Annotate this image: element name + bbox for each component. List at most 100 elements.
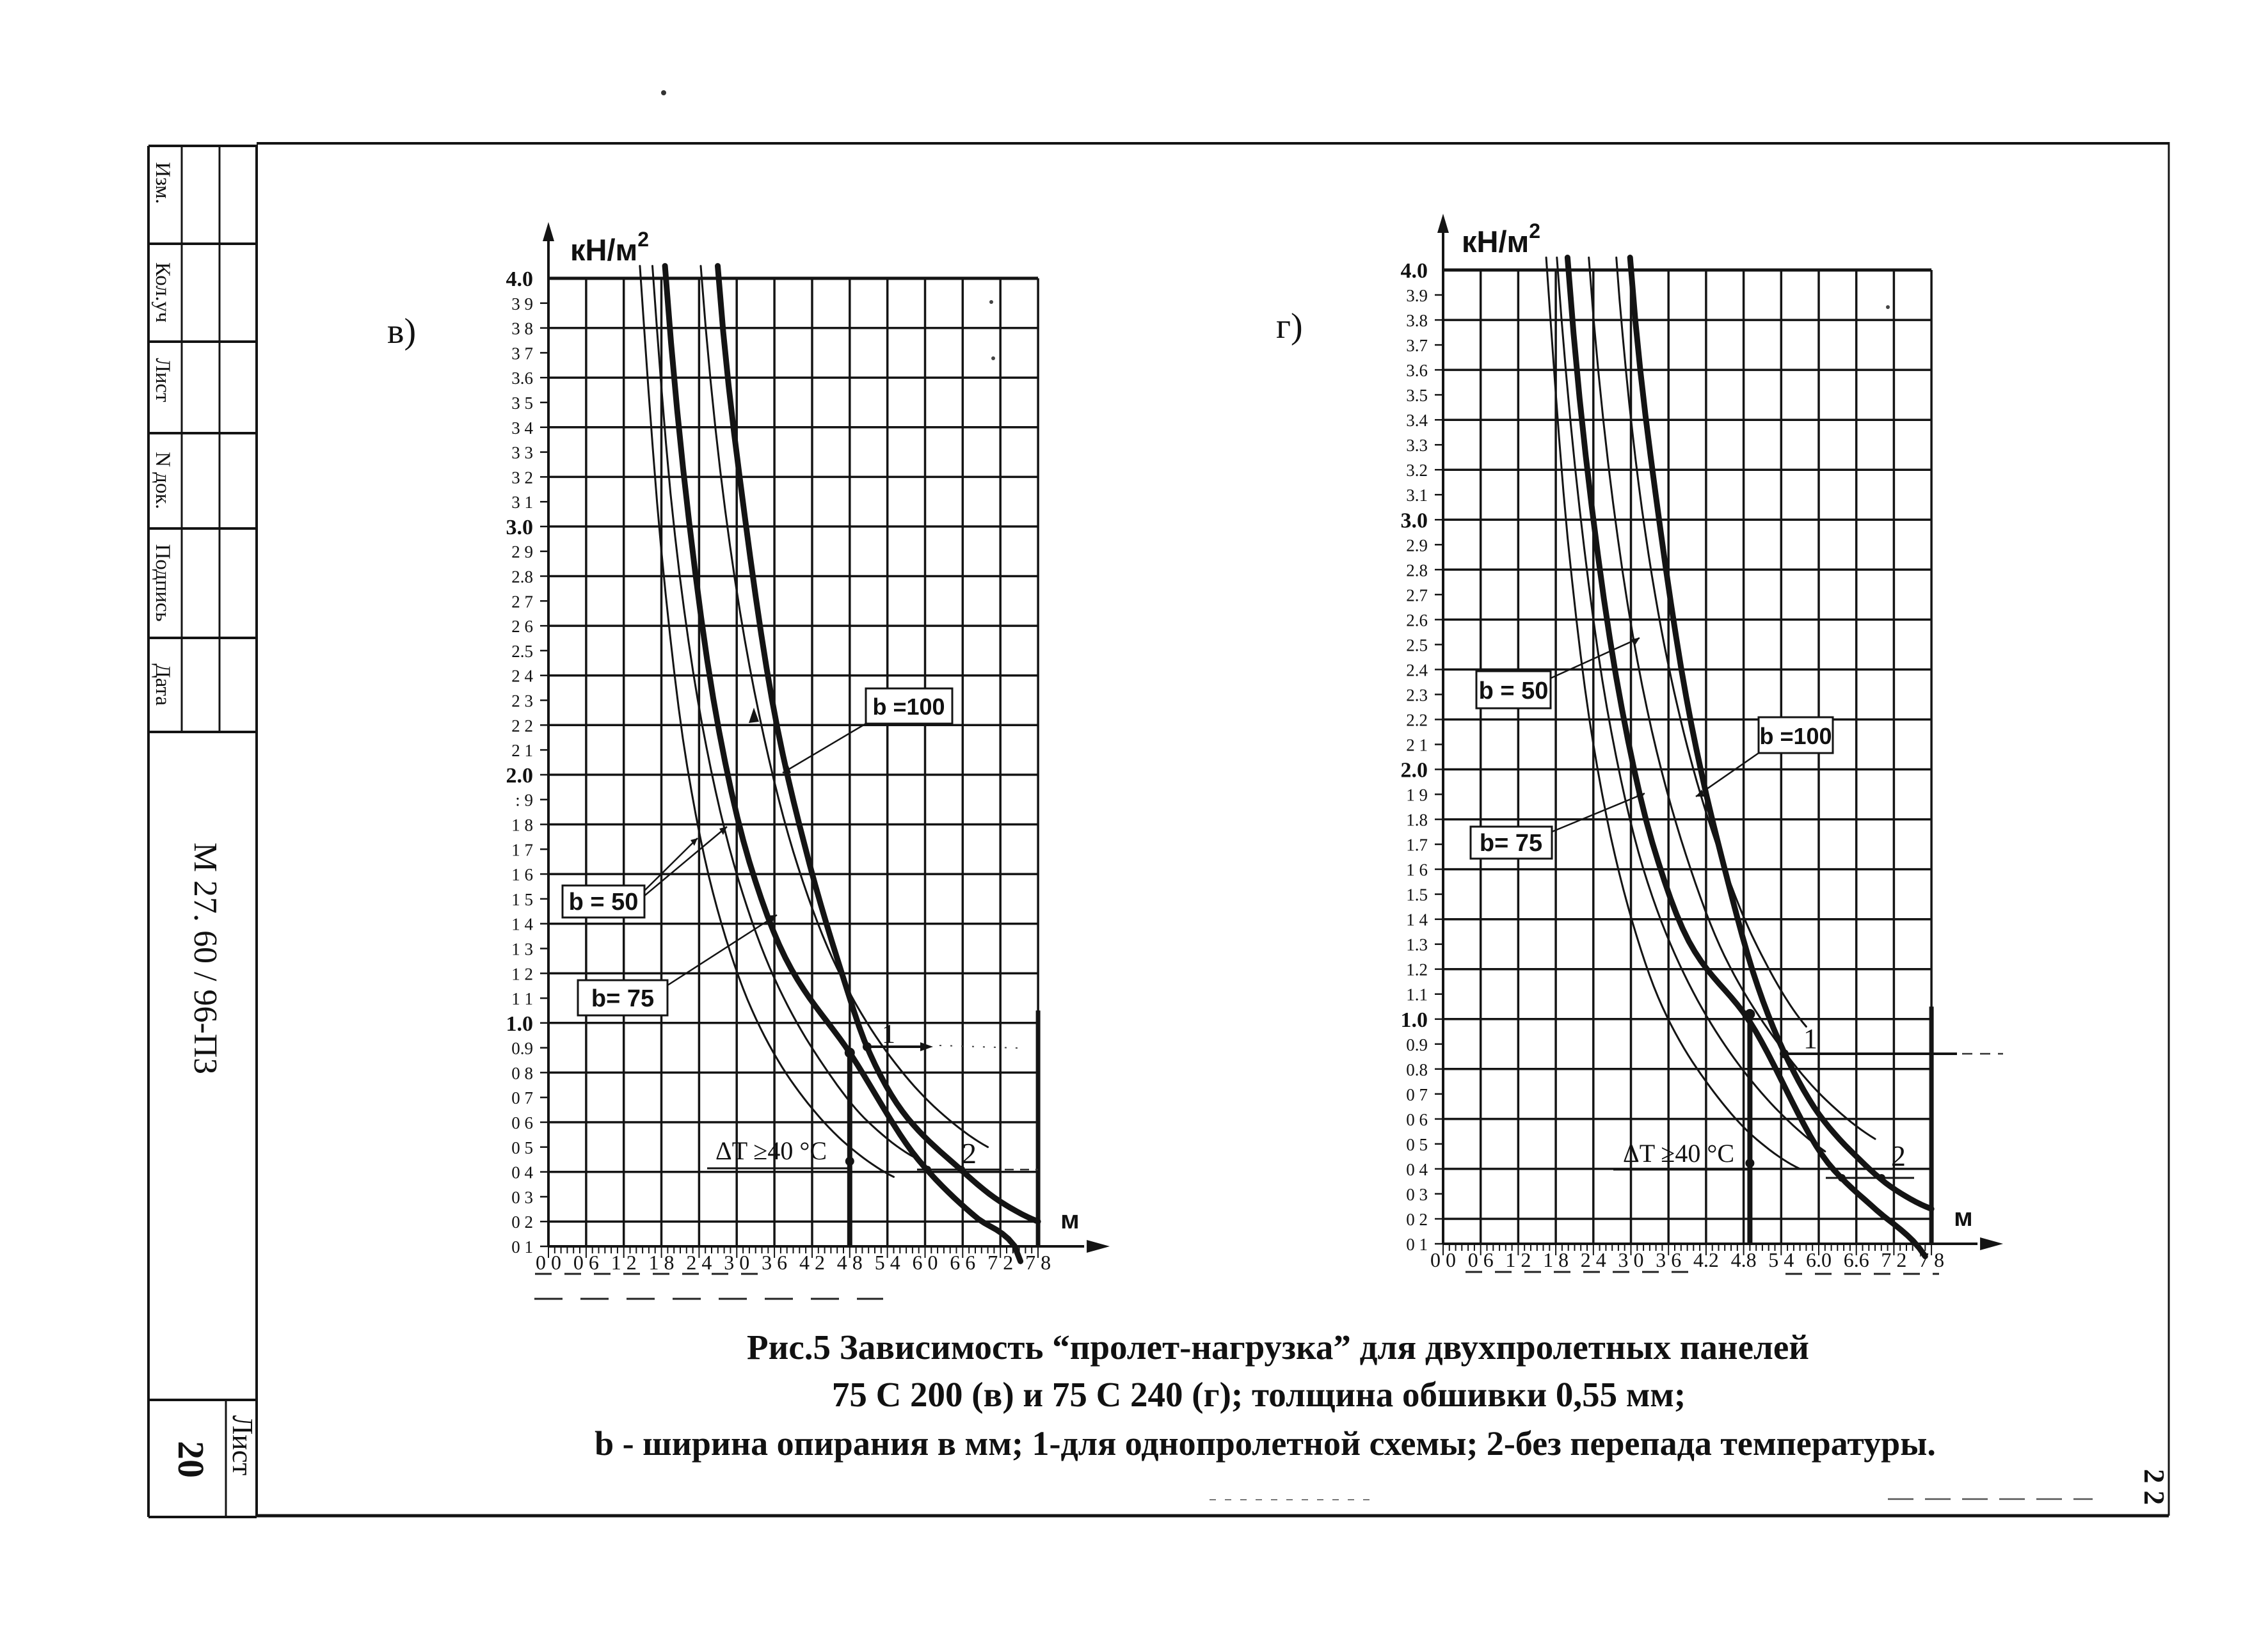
svg-text:0 3: 0 3 [1406,1185,1428,1204]
svg-text:Рис.5 Зависимость “пролет-нагр: Рис.5 Зависимость “пролет-нагрузка” для … [747,1328,1809,1367]
svg-text:3.0: 3.0 [506,516,534,539]
svg-text:1 2: 1 2 [611,1251,637,1274]
svg-text:2 4: 2 4 [511,667,533,686]
svg-text:1 4: 1 4 [511,915,533,934]
svg-text:1 6: 1 6 [1406,861,1428,880]
svg-text:0 0: 0 0 [536,1251,561,1274]
svg-text:2 6: 2 6 [511,617,533,636]
svg-text:3 6: 3 6 [762,1251,787,1274]
svg-text:5 4: 5 4 [875,1251,900,1274]
svg-text:20: 20 [170,1441,212,1478]
svg-text:2 2: 2 2 [511,716,533,735]
svg-text:1 8: 1 8 [1543,1248,1569,1271]
svg-text:b =100: b =100 [1759,723,1832,749]
svg-text:0 2: 0 2 [1406,1210,1428,1229]
svg-text:3 8: 3 8 [511,319,533,338]
svg-text:1 5: 1 5 [511,890,533,909]
svg-text:2 1: 2 1 [1406,736,1428,755]
svg-text:2.6: 2.6 [1406,610,1428,630]
svg-text:в): в) [387,312,416,351]
svg-text:1 2: 1 2 [1505,1248,1531,1271]
svg-text:3 6: 3 6 [1656,1248,1681,1271]
svg-text:2.3: 2.3 [1406,685,1428,704]
svg-text:0 0: 0 0 [1430,1248,1456,1271]
svg-text:0 6: 0 6 [1406,1110,1428,1129]
svg-text:b =100: b =100 [872,694,945,720]
svg-text:0.8: 0.8 [1406,1060,1428,1079]
svg-text:1 1: 1 1 [511,989,533,1008]
svg-text:2 7: 2 7 [511,592,533,611]
svg-text:0 1: 0 1 [511,1237,533,1257]
svg-text:0.9: 0.9 [511,1039,533,1058]
svg-text:0 6: 0 6 [1468,1248,1494,1271]
svg-text:0 6: 0 6 [573,1251,599,1274]
svg-text:0 7: 0 7 [1406,1085,1428,1104]
svg-text:7 2: 7 2 [987,1251,1013,1274]
svg-text:3 0: 3 0 [1618,1248,1644,1271]
svg-text:1: 1 [1803,1023,1817,1054]
svg-text:2.0: 2.0 [1401,759,1428,782]
svg-text:2.7: 2.7 [1406,585,1428,605]
svg-text:0 8: 0 8 [511,1063,533,1083]
svg-text:1.7: 1.7 [1406,836,1428,855]
svg-text:0 2: 0 2 [511,1212,533,1232]
svg-text:3.1: 3.1 [1406,486,1428,505]
svg-text:1.2: 1.2 [1406,960,1428,980]
svg-text:4 2: 4 2 [799,1251,825,1274]
svg-text:2.4: 2.4 [1406,660,1428,679]
svg-text:3.7: 3.7 [1406,336,1428,355]
svg-text:3 4: 3 4 [511,418,533,438]
svg-text:3 9: 3 9 [511,294,533,314]
svg-text:4.8: 4.8 [1731,1248,1757,1271]
svg-text:0 5: 0 5 [1406,1135,1428,1154]
svg-text:3.6: 3.6 [1406,361,1428,380]
svg-text:7 8: 7 8 [1025,1251,1051,1274]
svg-text:2 4: 2 4 [1581,1248,1606,1271]
svg-text:г): г) [1276,306,1303,346]
svg-text:1.8: 1.8 [1406,811,1428,830]
svg-text:2 4: 2 4 [686,1251,712,1274]
svg-text:2: 2 [962,1137,977,1170]
svg-text:2 9: 2 9 [511,543,533,562]
svg-text:3 3: 3 3 [511,443,533,463]
svg-text:2 3: 2 3 [511,692,533,711]
svg-text:Кол.уч: Кол.уч [151,262,174,322]
svg-text:0 3: 0 3 [511,1187,533,1207]
svg-text:1 6: 1 6 [511,865,533,884]
svg-text:2.5: 2.5 [1406,635,1428,655]
svg-text:кН/м2: кН/м2 [570,228,649,267]
svg-text:0 5: 0 5 [511,1138,533,1157]
svg-text:2 2: 2 2 [2138,1469,2170,1505]
svg-text:N док.: N док. [151,452,174,509]
svg-text:Подпись: Подпись [151,544,174,621]
svg-text:6 0: 6 0 [913,1251,938,1274]
svg-text:b= 75: b= 75 [591,985,654,1012]
svg-text:М 27. 60 / 96-ПЗ: М 27. 60 / 96-ПЗ [187,843,223,1075]
svg-text:1 8: 1 8 [649,1251,675,1274]
svg-text:3 1: 3 1 [511,493,533,512]
svg-text:0.9: 0.9 [1406,1035,1428,1054]
svg-text:1 7: 1 7 [511,840,533,859]
svg-text:1.0: 1.0 [506,1012,534,1036]
svg-text:6.6: 6.6 [1844,1248,1869,1271]
svg-text:2.5: 2.5 [511,642,533,661]
svg-text:b = 50: b = 50 [1479,678,1549,704]
svg-text:7 2: 7 2 [1881,1248,1906,1271]
svg-text:ΔT ≥40 °C: ΔT ≥40 °C [1623,1139,1734,1168]
svg-text:4 8: 4 8 [837,1251,863,1274]
svg-text:1.3: 1.3 [1406,935,1428,955]
svg-text:0 4: 0 4 [1406,1160,1428,1179]
svg-text:0 6: 0 6 [511,1113,533,1132]
svg-text:b - ширина опирания в мм; 1-дл: b - ширина опирания в мм; 1-для однопрол… [595,1424,1936,1463]
svg-text:3.8: 3.8 [1406,311,1428,330]
svg-text:3.3: 3.3 [1406,436,1428,455]
svg-text:Лист: Лист [151,358,174,402]
svg-text:6 6: 6 6 [950,1251,975,1274]
svg-text:1 9: 1 9 [1406,786,1428,805]
svg-text:3.4: 3.4 [1406,411,1428,430]
svg-text:2.9: 2.9 [1406,536,1428,555]
svg-text:3.6: 3.6 [511,369,533,388]
svg-text:4.2: 4.2 [1693,1248,1719,1271]
svg-text:b = 50: b = 50 [569,889,639,916]
svg-text:3.0: 3.0 [1401,509,1428,532]
